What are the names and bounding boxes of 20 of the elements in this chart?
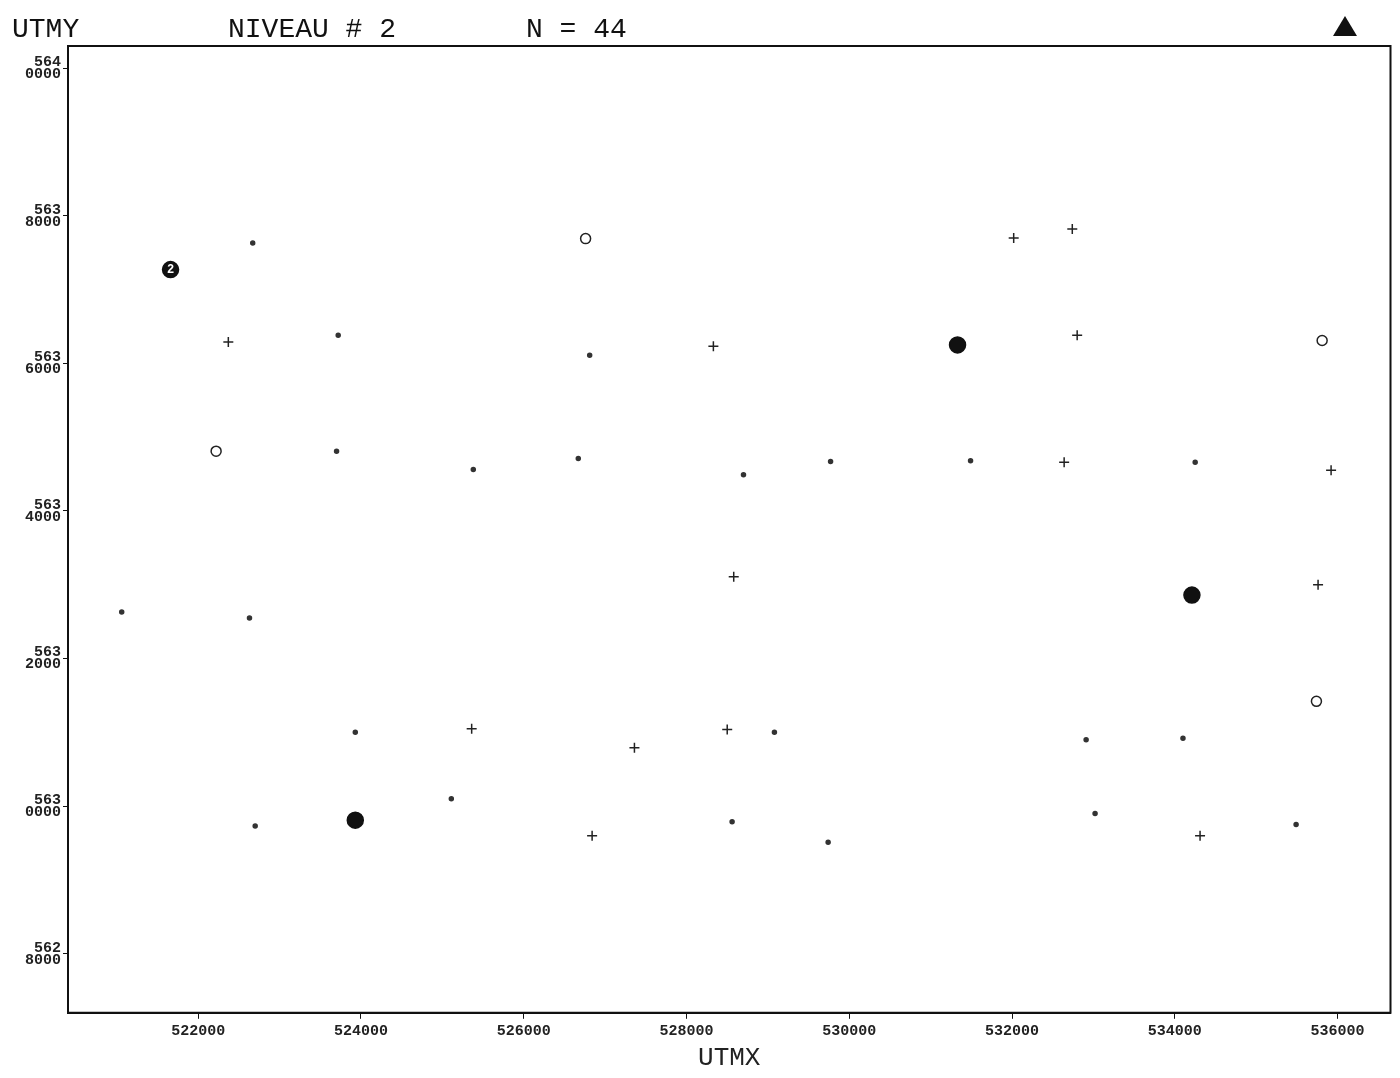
x-tick-label: 528000 (659, 1022, 714, 1040)
chart-title: NIVEAU # 2 (228, 14, 397, 46)
annotation: 2 (166, 262, 175, 277)
x-tick-label: 532000 (985, 1022, 1040, 1040)
y-tick-label: 563 8000 (24, 201, 61, 231)
y-axis-title: UTMY (12, 14, 80, 46)
y-tick-label: 563 2000 (24, 644, 61, 674)
y-tick-label: 563 4000 (24, 496, 61, 526)
x-tick-label: 530000 (822, 1022, 877, 1040)
x-axis-title: UTMX (698, 1043, 761, 1074)
y-tick-label: 564 0000 (24, 53, 61, 83)
y-tick-label: 563 0000 (24, 791, 61, 821)
x-tick-label: 522000 (171, 1022, 226, 1040)
x-tick-label: 534000 (1147, 1022, 1202, 1040)
x-tick-label: 524000 (333, 1022, 388, 1040)
text: N = 44 (526, 14, 627, 46)
y-tick-label: 563 6000 (24, 349, 61, 379)
x-tick-label: 526000 (496, 1022, 551, 1040)
x-tick-label: 536000 (1310, 1022, 1365, 1040)
y-tick-label: 562 8000 (24, 939, 61, 969)
